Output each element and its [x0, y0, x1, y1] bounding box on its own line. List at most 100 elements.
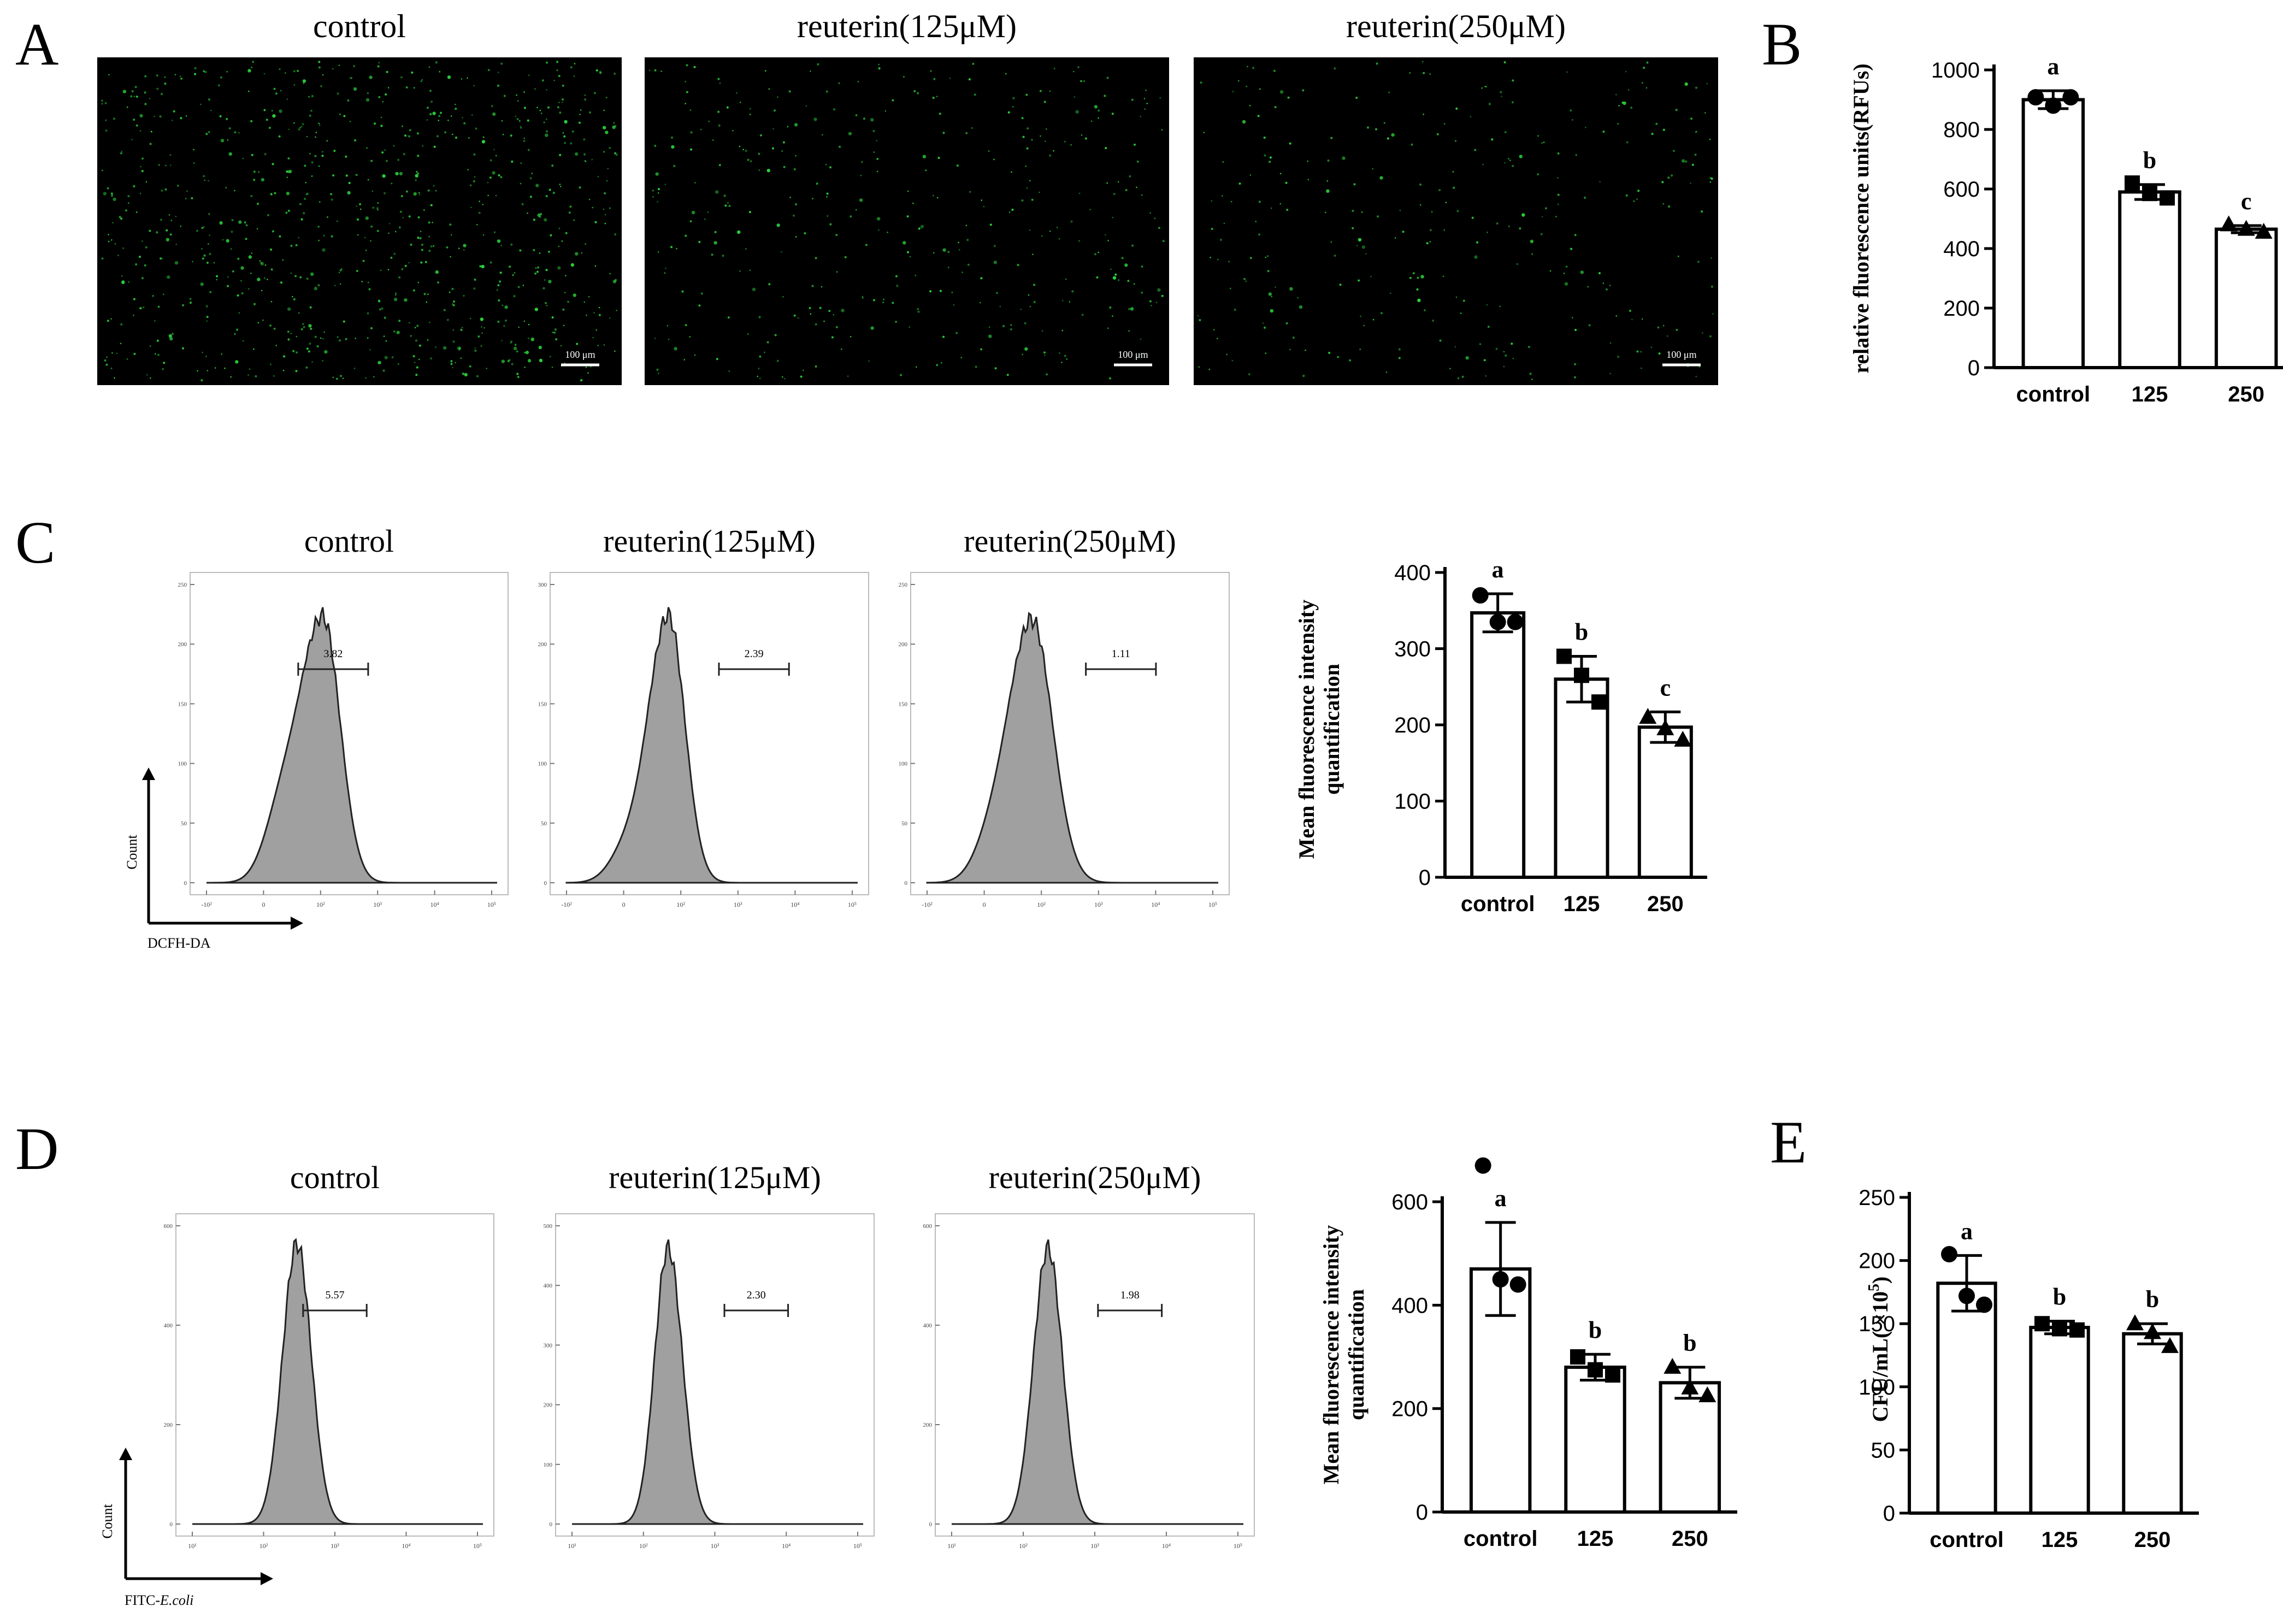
cell-dot: [135, 211, 138, 213]
cell-dot: [1709, 181, 1712, 183]
cell-dot: [766, 169, 771, 173]
cell-dot: [925, 169, 927, 172]
cell-dot: [1053, 150, 1054, 152]
cell-dot: [1247, 66, 1248, 68]
cell-dot: [1487, 326, 1490, 328]
cell-dot: [727, 202, 729, 204]
cell-dot: [777, 96, 778, 98]
cell-dot: [1275, 286, 1276, 288]
cell-dot: [523, 91, 525, 93]
cell-dot: [428, 250, 431, 252]
cell-dot: [482, 234, 485, 236]
cell-dot: [1131, 98, 1134, 101]
cell-dot: [972, 62, 975, 65]
cell-dot: [139, 114, 143, 118]
cell-dot: [357, 234, 359, 236]
cell-dot: [534, 272, 537, 275]
cell-dot: [1530, 239, 1534, 244]
cell-dot: [704, 218, 706, 220]
cell-dot: [201, 248, 203, 250]
cell-dot: [811, 285, 814, 287]
cell-dot: [1257, 115, 1260, 117]
cell-dot: [1399, 209, 1401, 211]
cell-dot: [833, 108, 836, 111]
cell-dot: [1033, 300, 1036, 303]
flow-x-axis-label: FITC-E.coli: [125, 1592, 193, 1608]
cell-dot: [516, 94, 517, 96]
cell-dot: [146, 374, 148, 376]
cell-dot: [1274, 106, 1277, 109]
cell-dot: [1081, 134, 1083, 136]
cell-dot: [1325, 211, 1326, 214]
cell-dot: [440, 111, 442, 114]
cell-dot: [294, 275, 297, 277]
cell-dot: [815, 365, 817, 368]
cell-dot: [1302, 375, 1305, 377]
cell-dot: [192, 261, 193, 263]
cell-dot: [299, 276, 302, 279]
cell-dot: [544, 218, 547, 222]
cell-dot: [1208, 368, 1211, 370]
cell-dot: [1375, 128, 1377, 131]
cell-dot: [453, 300, 455, 303]
histogram-x-tick: 10²: [676, 901, 685, 908]
cell-dot: [359, 208, 362, 210]
cell-dot: [1134, 143, 1136, 146]
cell-dot: [226, 71, 228, 73]
cell-dot: [862, 296, 864, 298]
cell-dot: [1006, 374, 1009, 376]
cell-dot: [122, 280, 125, 282]
cell-dot: [355, 338, 357, 339]
cell-dot: [149, 229, 151, 232]
scale-bar-125: 100 μm: [1114, 349, 1152, 367]
cell-dot: [322, 338, 324, 340]
cell-dot: [554, 328, 557, 331]
cell-dot: [1105, 147, 1107, 150]
cell-dot: [1161, 294, 1164, 297]
cell-dot: [525, 351, 529, 355]
cell-dot: [413, 192, 417, 196]
cell-dot: [302, 123, 304, 126]
cell-dot: [279, 109, 282, 113]
cell-dot: [609, 317, 611, 319]
cell-dot: [370, 160, 373, 162]
cell-dot: [1342, 156, 1346, 160]
cell-dot: [156, 339, 159, 342]
cell-dot: [156, 87, 159, 90]
cell-dot: [486, 368, 487, 369]
cell-dot: [203, 226, 205, 228]
cell-dot: [855, 114, 858, 116]
cell-dot: [180, 117, 182, 120]
y-tick-label: 400: [1943, 237, 1980, 261]
cell-dot: [227, 285, 229, 287]
cell-dot: [548, 280, 552, 284]
histogram-x-tick: 10³: [1094, 901, 1103, 908]
cell-dot: [774, 334, 777, 336]
cell-dot: [454, 103, 456, 105]
y-tick-label: 0: [1883, 1502, 1895, 1526]
cell-dot: [573, 293, 577, 297]
cell-dot: [342, 377, 344, 379]
cell-dot: [412, 289, 415, 292]
cell-dot: [234, 333, 236, 335]
cell-dot: [102, 169, 103, 172]
cell-dot: [182, 304, 185, 306]
data-point: [2220, 215, 2238, 232]
cell-dot: [1032, 253, 1034, 256]
cell-dot: [166, 229, 168, 232]
cell-dot: [219, 221, 223, 225]
cell-dot: [497, 284, 500, 287]
cell-dot: [428, 221, 430, 224]
cell-dot: [144, 103, 147, 105]
cell-dot: [116, 352, 118, 355]
cell-dot: [411, 71, 414, 74]
cell-dot: [655, 172, 659, 176]
cell-dot: [528, 323, 530, 326]
cell-dot: [520, 182, 522, 185]
cell-dot: [1486, 232, 1488, 233]
histogram-x-tick: -10²: [561, 901, 572, 908]
cell-dot: [1200, 81, 1202, 84]
data-point: [2237, 220, 2255, 236]
cell-dot: [501, 359, 505, 363]
